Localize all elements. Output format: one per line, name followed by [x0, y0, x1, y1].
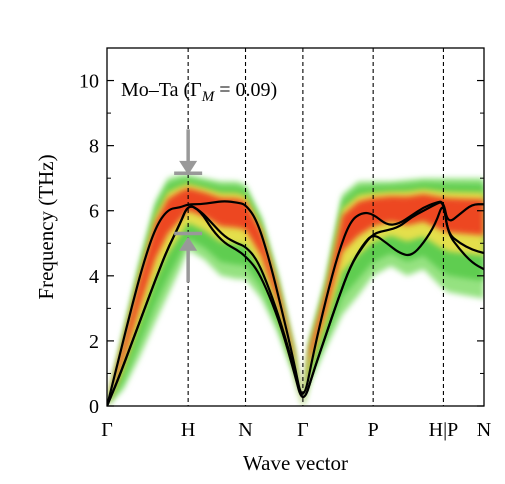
y-axis-ticks: 0 2 4 6 8 10: [79, 47, 484, 418]
y-tick-label: 0: [89, 396, 99, 418]
dispersion-branch-3: [107, 205, 484, 406]
y-tick-label: 10: [79, 71, 99, 93]
y-axis-label: Frequency (THz): [34, 154, 58, 299]
marker-arrowhead: [179, 160, 198, 175]
plot-frame: [106, 47, 485, 407]
spectral-band: [107, 174, 484, 406]
band-core: [302, 194, 484, 406]
x-tick-label: Γ: [297, 419, 309, 441]
band-core: [107, 188, 303, 406]
x-tick-label: H: [181, 419, 195, 441]
x-tick-label: N: [477, 419, 491, 441]
dispersion-curves: [107, 200, 484, 406]
x-tick-label: Γ: [101, 419, 113, 441]
x-tick-label: N: [238, 419, 252, 441]
marker-arrowhead: [179, 236, 198, 251]
annotation-subscript: M: [201, 89, 216, 105]
annotation-prefix: Mo–Ta (: [121, 79, 190, 101]
annotation-suffix: = 0.09): [214, 79, 277, 101]
y-tick-label: 6: [89, 201, 99, 223]
material-annotation: Mo–Ta (ΓM = 0.09): [121, 79, 277, 105]
annotation-gamma: Γ: [190, 79, 202, 101]
y-tick-label: 8: [89, 136, 99, 158]
x-axis-ticks: Γ H N Γ P H|P N: [101, 419, 491, 441]
y-tick-label: 2: [89, 331, 99, 353]
x-axis-label: Wave vector: [243, 451, 348, 475]
x-tick-label: H|P: [429, 419, 459, 441]
linewidth-markers: [174, 129, 203, 283]
dispersion-branch-1: [107, 200, 484, 406]
y-tick-label: 4: [89, 266, 99, 288]
high-symmetry-lines: [187, 48, 444, 406]
x-tick-label: P: [368, 419, 379, 441]
